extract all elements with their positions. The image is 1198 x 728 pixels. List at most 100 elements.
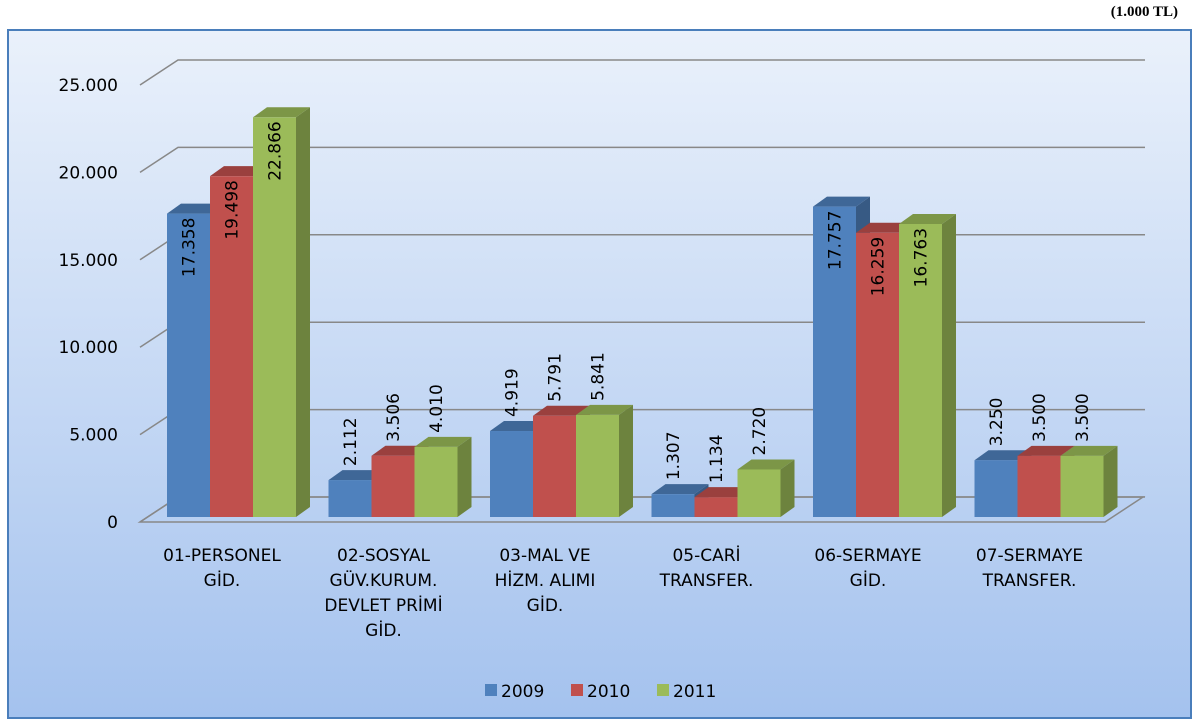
bar-front bbox=[813, 206, 856, 517]
bar-top bbox=[253, 107, 310, 118]
bar-top bbox=[1060, 445, 1118, 456]
value-label: 5.841 bbox=[589, 352, 609, 401]
bar-front bbox=[1060, 455, 1104, 517]
bar-front bbox=[1017, 455, 1061, 517]
bar-front bbox=[856, 232, 899, 518]
bar bbox=[737, 459, 795, 517]
y-tick-label: 15.000 bbox=[59, 251, 118, 271]
value-label: 4.919 bbox=[503, 368, 523, 417]
bar bbox=[253, 107, 310, 518]
legend-label: 2010 bbox=[587, 682, 630, 702]
label-line: TRANSFER. bbox=[982, 571, 1077, 591]
bar-top bbox=[813, 196, 870, 207]
value-label: 3.500 bbox=[1030, 393, 1050, 442]
bar-side bbox=[296, 107, 310, 518]
legend-swatch bbox=[657, 684, 669, 696]
bar bbox=[1060, 445, 1118, 517]
x-tick-label: 06-SERMAYE GİD. bbox=[814, 546, 921, 591]
bar-side bbox=[1103, 445, 1118, 517]
bar-front bbox=[490, 431, 533, 517]
value-label: 19.498 bbox=[223, 180, 243, 239]
grid-line bbox=[139, 59, 1145, 86]
bar-top bbox=[856, 222, 913, 233]
value-label: 5.791 bbox=[546, 353, 566, 402]
bar-front bbox=[167, 213, 210, 517]
bar-front bbox=[694, 497, 738, 517]
x-tick-label: 05-CARİ TRANSFER. bbox=[659, 545, 754, 591]
x-tick-label: 03-MAL VE HİZM. ALIMI GİD. bbox=[495, 546, 596, 616]
label-line: 06-SERMAYE bbox=[814, 546, 921, 566]
bar-front bbox=[899, 223, 942, 517]
bar-top bbox=[210, 166, 267, 177]
bar-top bbox=[651, 484, 709, 495]
bar-top bbox=[576, 404, 633, 415]
label-line: 07-SERMAYE bbox=[976, 546, 1083, 566]
bar-front bbox=[253, 117, 296, 518]
bar-front bbox=[576, 414, 619, 517]
bar-front bbox=[737, 469, 781, 517]
grid-line bbox=[139, 146, 1145, 174]
bar-side bbox=[780, 459, 795, 517]
y-tick-label: 25.000 bbox=[59, 76, 118, 96]
label-line: DEVLET PRİMİ bbox=[324, 595, 442, 616]
value-label: 16.259 bbox=[869, 237, 889, 296]
legend-label: 2011 bbox=[673, 682, 716, 702]
value-label: 3.506 bbox=[384, 393, 404, 442]
label-line: HİZM. ALIMI bbox=[495, 570, 596, 591]
bar bbox=[576, 404, 633, 517]
y-tick-label: 0 bbox=[107, 513, 118, 533]
value-label: 3.250 bbox=[987, 398, 1007, 447]
y-tick-label: 10.000 bbox=[59, 338, 118, 358]
bar bbox=[414, 436, 472, 517]
value-label: 17.757 bbox=[826, 211, 846, 270]
bar-front bbox=[533, 415, 576, 517]
legend-label: 2009 bbox=[501, 682, 544, 702]
bar-top bbox=[694, 487, 752, 498]
legend-swatch bbox=[571, 684, 583, 696]
bar-top bbox=[414, 436, 472, 447]
label-line: GİD. bbox=[850, 570, 887, 591]
value-label: 4.010 bbox=[427, 384, 447, 433]
bar-top bbox=[974, 450, 1032, 461]
bar-top bbox=[490, 421, 547, 432]
value-label: 1.134 bbox=[707, 435, 727, 484]
value-label: 1.307 bbox=[664, 431, 684, 480]
label-line: 01-PERSONEL bbox=[163, 546, 281, 566]
y-tick-label: 5.000 bbox=[69, 426, 118, 446]
label-line: GİD. bbox=[365, 620, 402, 641]
x-tick-label: 02-SOSYAL GÜV.KURUM. DEVLET PRİMİ GİD. bbox=[324, 546, 442, 641]
y-tick-label: 20.000 bbox=[59, 163, 118, 183]
bar-top bbox=[1017, 445, 1075, 456]
label-line: GİD. bbox=[204, 570, 241, 591]
bar-front bbox=[651, 494, 695, 517]
value-label: 16.763 bbox=[912, 228, 932, 287]
x-tick-label: 01-PERSONEL GİD. bbox=[163, 546, 281, 591]
value-label: 2.112 bbox=[341, 417, 361, 466]
bar-top bbox=[167, 203, 224, 214]
value-label: 22.866 bbox=[266, 121, 286, 180]
bar-front bbox=[371, 455, 415, 517]
bar-top bbox=[899, 213, 956, 224]
label-line: 05-CARİ bbox=[672, 545, 740, 566]
label-line: GÜV.KURUM. bbox=[330, 569, 438, 591]
unit-note: (1.000 TL) bbox=[1111, 4, 1178, 20]
bar-front bbox=[210, 176, 253, 517]
bar-side bbox=[457, 436, 472, 517]
label-line: TRANSFER. bbox=[659, 571, 754, 591]
value-label: 17.358 bbox=[180, 218, 200, 277]
label-line: 02-SOSYAL bbox=[337, 546, 430, 566]
bar bbox=[651, 484, 709, 517]
bar-top bbox=[737, 459, 795, 470]
value-label: 2.720 bbox=[750, 407, 770, 456]
bar-top bbox=[328, 470, 386, 481]
legend-swatch bbox=[485, 684, 497, 696]
bar-front bbox=[974, 460, 1018, 517]
label-line: GİD. bbox=[527, 595, 564, 616]
bar-top bbox=[371, 445, 429, 456]
x-tick-label: 07-SERMAYE TRANSFER. bbox=[976, 546, 1083, 591]
bar-side bbox=[942, 213, 956, 517]
bar bbox=[899, 213, 956, 517]
value-label: 3.500 bbox=[1073, 393, 1093, 442]
bar-front bbox=[328, 480, 372, 517]
